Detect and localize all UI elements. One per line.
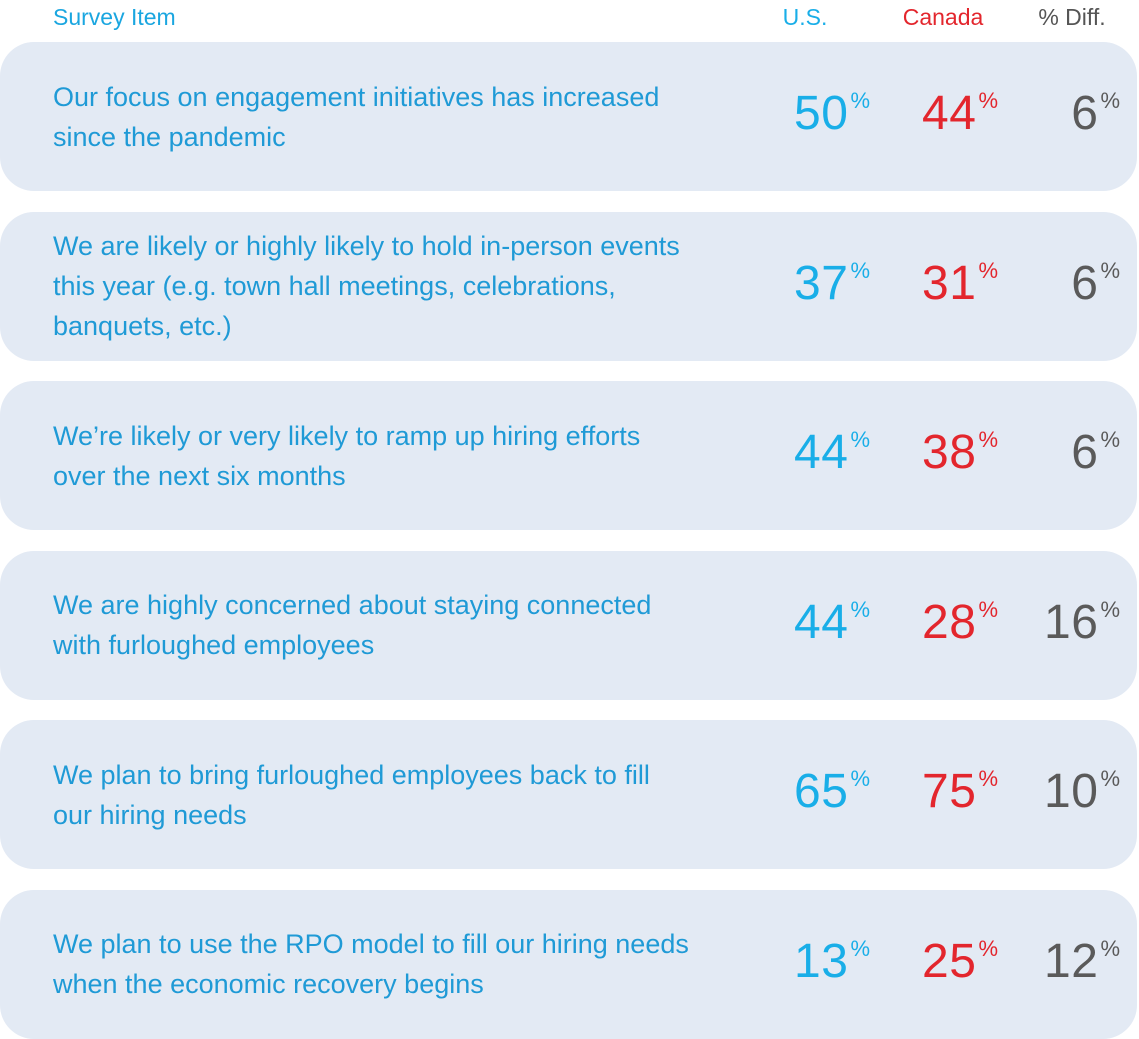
diff-value-number: 10: [1044, 765, 1099, 818]
column-header-diff: % Diff.: [1038, 4, 1106, 30]
diff-value-percent-sign: %: [1100, 88, 1120, 113]
canada-value-percent-sign: %: [978, 596, 998, 622]
diff-value-number: 6: [1071, 426, 1099, 479]
survey-item-label: We are highly concerned about staying co…: [53, 590, 652, 660]
canada-value: 31%: [868, 256, 998, 316]
us-value-percent-sign: %: [850, 766, 870, 791]
us-value-percent-sign: %: [850, 596, 870, 622]
canada-value-number: 28: [922, 595, 977, 649]
diff-value: 6%: [990, 256, 1120, 316]
survey-item-text: We plan to use the RPO model to fill our…: [53, 890, 693, 1039]
survey-item-label: We plan to use the RPO model to fill our…: [53, 929, 689, 999]
table-row: Our focus on engagement initiatives has …: [0, 42, 1137, 191]
canada-value-percent-sign: %: [978, 766, 998, 791]
table-row: We are highly concerned about staying co…: [0, 550, 1137, 700]
canada-value: 75%: [868, 764, 998, 824]
survey-item-text: We are highly concerned about staying co…: [53, 551, 693, 700]
survey-item-label: We are likely or highly likely to hold i…: [53, 231, 680, 341]
diff-value-number: 6: [1071, 87, 1099, 140]
us-value: 50%: [740, 86, 870, 146]
table-row: We are likely or highly likely to hold i…: [0, 211, 1137, 361]
canada-value-percent-sign: %: [978, 88, 998, 113]
column-header-us: U.S.: [782, 4, 828, 30]
us-value-number: 44: [794, 426, 849, 479]
table-row: We plan to bring furloughed employees ba…: [0, 720, 1137, 869]
canada-value-percent-sign: %: [978, 427, 998, 452]
us-value-percent-sign: %: [850, 257, 870, 283]
diff-value-percent-sign: %: [1100, 257, 1120, 283]
us-value: 65%: [740, 764, 870, 824]
canada-value-percent-sign: %: [978, 257, 998, 283]
us-value-number: 37: [794, 256, 849, 310]
us-value-number: 50: [794, 87, 849, 140]
survey-item-label: We’re likely or very likely to ramp up h…: [53, 420, 641, 491]
us-value: 37%: [740, 256, 870, 316]
survey-item-text: Our focus on engagement initiatives has …: [53, 42, 693, 191]
canada-value-number: 31: [922, 256, 977, 310]
table-row: We plan to use the RPO model to fill our…: [0, 889, 1137, 1039]
diff-value-number: 6: [1071, 256, 1099, 310]
us-value-percent-sign: %: [850, 427, 870, 452]
diff-value-percent-sign: %: [1100, 766, 1120, 791]
us-value: 44%: [740, 595, 870, 655]
us-value-number: 65: [794, 765, 849, 818]
table-row: We’re likely or very likely to ramp up h…: [0, 381, 1137, 530]
us-value-number: 44: [794, 595, 849, 649]
diff-value: 6%: [990, 86, 1120, 146]
diff-value: 6%: [990, 425, 1120, 485]
us-value-percent-sign: %: [850, 88, 870, 113]
survey-item-text: We are likely or highly likely to hold i…: [53, 212, 693, 361]
diff-value-percent-sign: %: [1100, 935, 1120, 961]
canada-value-number: 75: [922, 765, 977, 818]
diff-value: 12%: [990, 934, 1120, 994]
diff-value-percent-sign: %: [1100, 427, 1120, 452]
us-value-percent-sign: %: [850, 935, 870, 961]
table-header: Survey Item U.S. Canada % Diff.: [0, 0, 1139, 40]
canada-value-number: 44: [922, 87, 977, 140]
diff-value-number: 12: [1044, 934, 1099, 988]
canada-value-number: 38: [922, 426, 977, 479]
canada-value-percent-sign: %: [978, 935, 998, 961]
survey-item-label: Our focus on engagement initiatives has …: [53, 81, 660, 152]
canada-value-number: 25: [922, 934, 977, 988]
us-value: 13%: [740, 934, 870, 994]
canada-value: 28%: [868, 595, 998, 655]
us-value: 44%: [740, 425, 870, 485]
diff-value: 10%: [990, 764, 1120, 824]
column-header-canada: Canada: [902, 4, 984, 30]
canada-value: 38%: [868, 425, 998, 485]
canada-value: 25%: [868, 934, 998, 994]
survey-item-label: We plan to bring furloughed employees ba…: [53, 759, 650, 830]
us-value-number: 13: [794, 934, 849, 988]
survey-item-text: We’re likely or very likely to ramp up h…: [53, 381, 693, 530]
diff-value-number: 16: [1044, 595, 1099, 649]
canada-value: 44%: [868, 86, 998, 146]
survey-item-text: We plan to bring furloughed employees ba…: [53, 720, 693, 869]
diff-value: 16%: [990, 595, 1120, 655]
column-header-survey-item: Survey Item: [53, 4, 176, 30]
diff-value-percent-sign: %: [1100, 596, 1120, 622]
